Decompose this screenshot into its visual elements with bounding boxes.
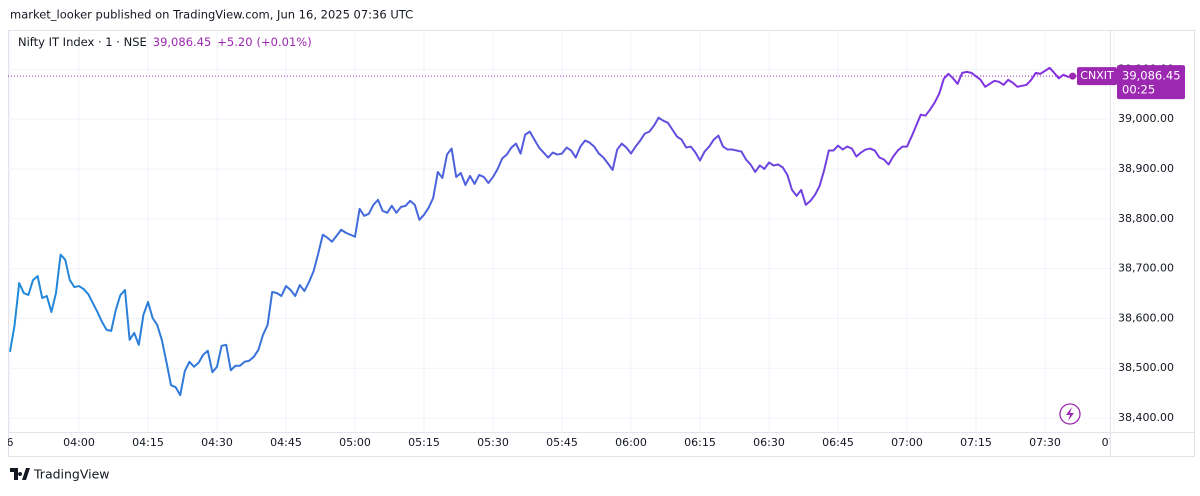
x-tick-label: 04:30 bbox=[201, 436, 233, 449]
price-axis: 38,400.00 38,500.00 38,600.00 38,700.00 38,8… bbox=[1118, 62, 1174, 424]
logo-mark bbox=[10, 468, 30, 480]
x-tick-label: 07:00 bbox=[891, 436, 923, 449]
y-tick-label: 38,500.00 bbox=[1118, 361, 1174, 374]
x-tick-label: 05:45 bbox=[546, 436, 578, 449]
chart-frame bbox=[8, 30, 1195, 457]
time-axis: 6 04:00 04:15 04:30 04:45 05:00 05:15 05:30 05:4… bbox=[7, 436, 1127, 449]
tradingview-logo: TradingView bbox=[10, 467, 110, 482]
grid bbox=[8, 30, 1115, 432]
x-tick-label: 06:00 bbox=[615, 436, 647, 449]
price-line bbox=[9, 66, 1073, 397]
plot bbox=[8, 66, 1110, 397]
legend-change-pct: (+0.01%) bbox=[257, 35, 312, 49]
legend: Nifty IT Index · 1 · NSE 39,086.45 +5.20 (+… bbox=[18, 35, 312, 49]
y-tick-label: 38,600.00 bbox=[1118, 311, 1174, 324]
x-tick-label: 07:30 bbox=[1029, 436, 1061, 449]
publisher-line: market_looker published on TradingView.c… bbox=[10, 8, 413, 22]
price-tag-text: 39,086.45 bbox=[1122, 69, 1181, 83]
y-tick-label: 38,900.00 bbox=[1118, 162, 1174, 175]
x-tick-label: 6 bbox=[7, 436, 14, 449]
x-tick-label: 04:00 bbox=[63, 436, 95, 449]
legend-symbol: Nifty IT Index · 1 · NSE bbox=[18, 35, 147, 49]
y-tick-label: 38,400.00 bbox=[1118, 411, 1174, 424]
symbol-tag-text: CNXIT bbox=[1080, 69, 1114, 82]
legend-change: +5.20 bbox=[217, 35, 252, 49]
x-tick-label: 06:45 bbox=[822, 436, 854, 449]
x-tick-label: 06:15 bbox=[684, 436, 716, 449]
x-tick-label: 07:4 bbox=[1102, 436, 1127, 449]
y-tick-label: 38,700.00 bbox=[1118, 262, 1174, 275]
x-tick-label: 06:30 bbox=[753, 436, 785, 449]
x-tick-label: 04:45 bbox=[270, 436, 302, 449]
x-tick-label: 07:15 bbox=[960, 436, 992, 449]
x-tick-label: 05:15 bbox=[408, 436, 440, 449]
x-tick-label: 05:30 bbox=[477, 436, 509, 449]
x-tick-label: 04:15 bbox=[132, 436, 164, 449]
logo-text: TradingView bbox=[33, 467, 110, 482]
symbol-tag bbox=[1077, 67, 1117, 86]
y-tick-label: 38,800.00 bbox=[1118, 212, 1174, 225]
countdown-text: 00:25 bbox=[1122, 83, 1155, 97]
y-tick-label: 39,000.00 bbox=[1118, 112, 1174, 125]
last-point bbox=[1069, 72, 1077, 80]
x-tick-label: 05:00 bbox=[339, 436, 371, 449]
lightning-icon bbox=[1066, 407, 1074, 421]
legend-last: 39,086.45 bbox=[153, 35, 212, 49]
price-tag bbox=[1117, 65, 1185, 100]
